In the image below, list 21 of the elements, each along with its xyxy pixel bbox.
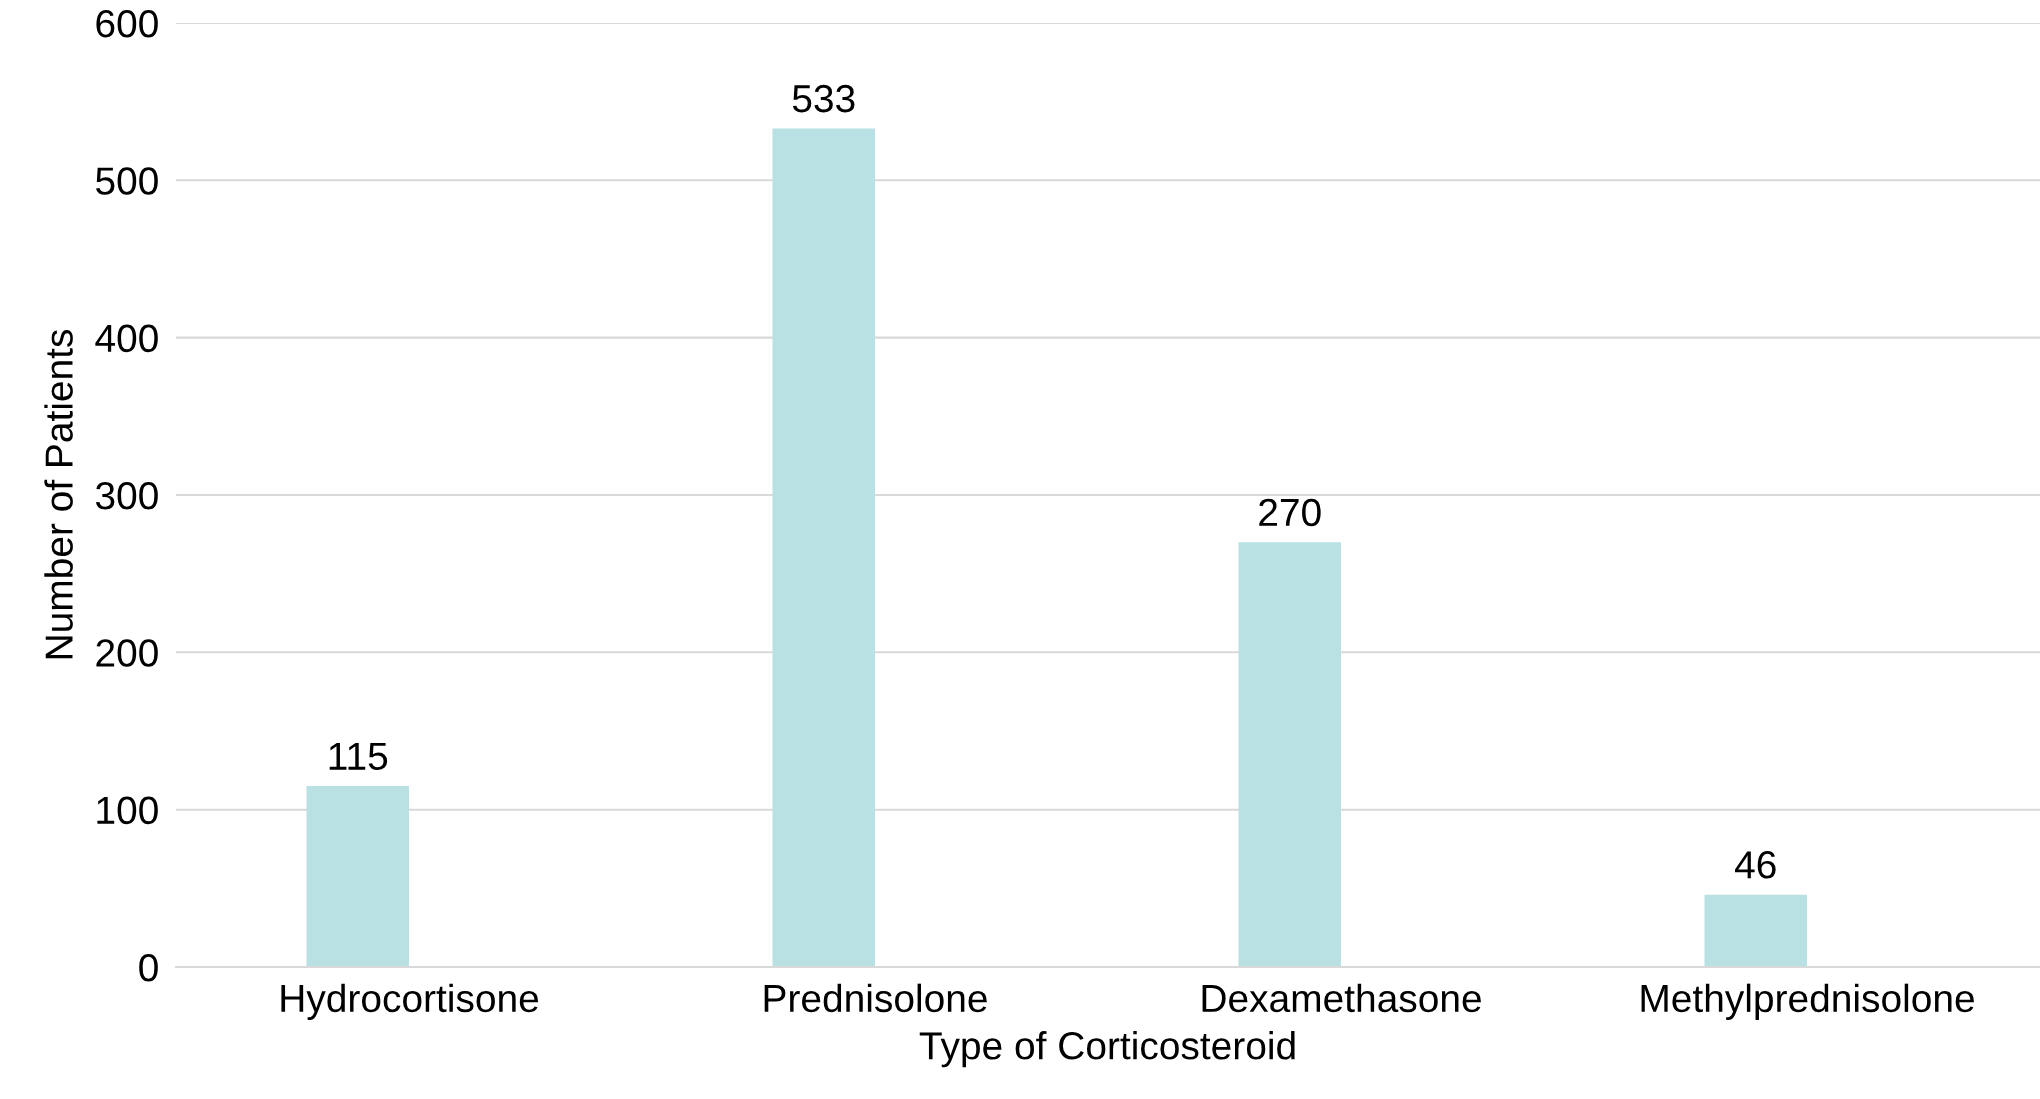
data-label: 533 <box>792 84 855 113</box>
x-axis-title: Type of Corticosteroid <box>919 1031 1295 1068</box>
y-tick-label: 400 <box>95 324 158 353</box>
x-tick-label: Hydrocortisone <box>281 983 539 1020</box>
y-tick-label: 100 <box>97 796 158 825</box>
x-tick-label: Prednisolone <box>764 983 987 1013</box>
y-tick-label: 600 <box>96 9 158 38</box>
y-tick-label: 200 <box>96 639 158 667</box>
data-label: 46 <box>1735 851 1776 879</box>
y-tick-label: 300 <box>95 481 158 510</box>
y-axis-title: Number of Patients <box>44 329 73 659</box>
bar <box>1704 894 1807 967</box>
data-label: 270 <box>1259 498 1321 527</box>
data-label: 115 <box>329 742 388 771</box>
bar <box>306 786 409 967</box>
bar <box>772 128 875 967</box>
bar <box>1238 542 1341 967</box>
x-tick-label: Methylprednisolone <box>1641 983 1974 1020</box>
y-tick-label: 500 <box>96 167 158 195</box>
x-tick-label: Dexamethasone <box>1202 983 1481 1013</box>
y-tick-label: 0 <box>139 953 158 982</box>
